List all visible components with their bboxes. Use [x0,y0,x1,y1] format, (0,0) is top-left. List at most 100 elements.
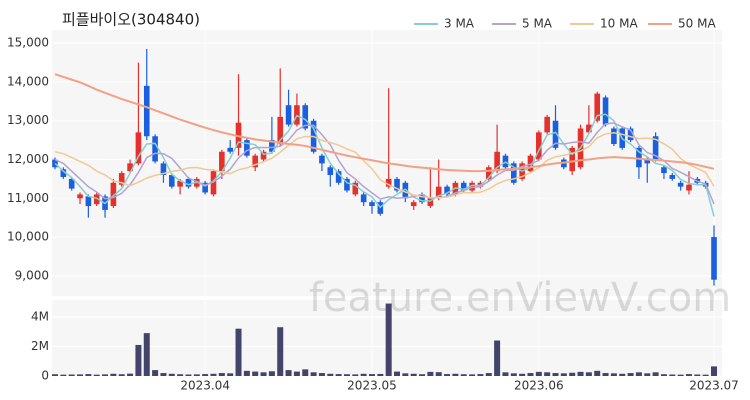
volume-bar [152,370,159,376]
candle-body [319,155,325,164]
volume-bar [335,374,342,376]
volume-bar [419,374,426,376]
candle-body [68,178,75,189]
candle-body [611,128,617,144]
volume-bar [185,374,192,376]
volume-bar [560,373,567,376]
volume-bar [310,372,317,376]
candle-body [135,132,142,164]
volume-bar [68,374,75,376]
volume-bar [610,373,617,376]
volume-bar [402,373,409,376]
candle-body [344,178,350,191]
candle-body [536,132,542,160]
volume-bar [77,374,84,376]
y-tick-label: 9,000 [15,268,49,282]
candle-body [185,178,192,187]
candle-body [244,140,250,156]
candle-body [636,147,642,168]
watermark: feature.enViewV.com [309,275,731,321]
candle-body [435,186,442,199]
volume-bar [394,371,401,376]
candle-body [152,136,158,162]
volume-bar [577,371,584,376]
candle-body [285,105,292,125]
candle-body [686,184,692,191]
legend-label: 5 MA [522,17,553,31]
candle-body [252,155,259,168]
candle-body [360,194,367,203]
candle-body [677,182,684,187]
candle-body [644,159,651,164]
candle-body [77,194,83,199]
volume-bar [318,373,325,376]
candle-body [586,124,592,133]
candle-body [219,151,225,172]
candle-body [410,202,417,207]
candle-body [110,182,117,207]
y-tick-label: 2M [31,339,49,353]
volume-bar [385,303,392,376]
volume-bar [652,372,659,376]
candle-body [93,194,100,205]
candle-body [402,182,409,199]
volume-bar [527,373,534,376]
volume-bar [60,374,67,376]
volume-bar [569,372,576,376]
chart-title: 피플바이오(304840) [62,11,200,29]
volume-bar [243,370,250,376]
candle-body [485,167,492,179]
candle-body [569,147,575,172]
volume-bar [702,374,709,376]
volume-bar [452,373,459,376]
volume-bar [143,333,150,376]
volume-bar [552,373,559,376]
volume-bar [427,371,434,376]
candle-body [369,202,375,207]
volume-bar [519,373,526,376]
y-tick-label: 15,000 [7,36,49,50]
candle-body [602,97,609,125]
x-tick-label: 2023.07 [689,379,739,393]
volume-bar [160,373,167,376]
volume-bar [327,373,334,376]
volume-bar [277,327,284,376]
candle-body [127,163,133,172]
ma-line [54,113,715,217]
candle-body [327,167,334,176]
volume-bar [677,374,684,376]
volume-bar [102,374,109,376]
volume-bar [410,373,417,376]
candle-body [552,120,559,148]
volume-bar [494,340,501,376]
candle-body [594,93,601,121]
volume-bar [644,373,651,376]
candle-body [469,182,475,191]
y-tick-label: 12,000 [7,152,49,166]
volume-bar [227,373,234,376]
volume-bar [585,372,592,376]
candle-body [510,163,517,183]
y-tick-label: 13,000 [7,113,49,127]
volume-bar [252,371,259,376]
x-tick-label: 2023.06 [514,379,564,393]
volume-bar [93,374,100,376]
candle-body [85,196,92,207]
volume-bar [602,373,609,376]
volume-bar [469,374,476,376]
candle-body [711,237,717,280]
candle-body [118,173,125,185]
candle-body [160,163,167,176]
candle-body [627,128,634,141]
y-tick-label: 4M [31,309,49,323]
y-tick-label: 10,000 [7,230,49,244]
volume-bar [685,374,692,376]
volume-bar [202,374,209,376]
volume-bar [660,374,667,376]
volume-bar [535,371,542,376]
volume-bar [127,373,134,376]
candle-body [544,116,550,133]
candle-body [202,182,208,193]
candle-body [652,136,659,160]
volume-bar [594,370,601,376]
